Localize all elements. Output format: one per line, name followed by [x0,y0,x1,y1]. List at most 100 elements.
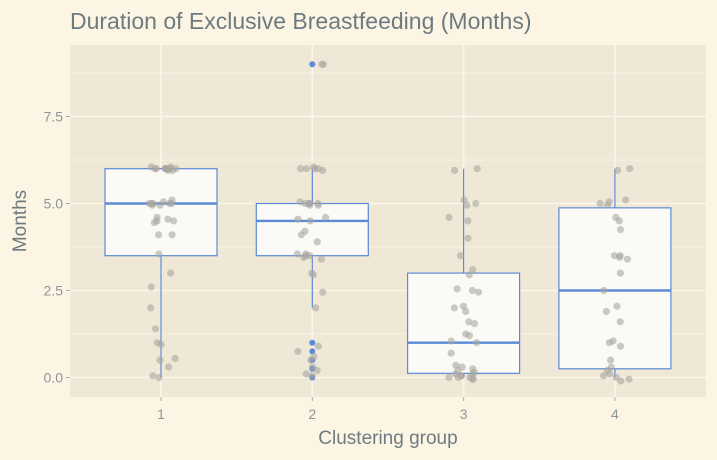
x-tick-label: 2 [308,406,316,422]
data-point [156,356,164,364]
outlier-point [309,348,316,355]
x-tick-label: 1 [157,406,165,422]
data-point [318,60,326,68]
data-point [167,199,175,208]
data-point [312,304,320,312]
data-point [614,166,622,174]
data-point [616,318,624,326]
chart-title: Duration of Exclusive Breastfeeding (Mon… [70,8,532,34]
box-iqr [104,168,218,257]
data-point [468,375,476,383]
data-point [165,363,173,371]
data-point [147,283,155,291]
data-point [307,356,315,364]
data-point [306,201,314,209]
data-point [613,302,621,310]
data-point [306,217,314,225]
box-iqr [558,207,672,370]
x-axis-label: Clustering group [318,428,457,449]
data-point [322,213,330,221]
data-point [468,286,476,295]
data-point [599,372,608,380]
data-point [600,286,608,295]
data-point [445,373,453,382]
data-point [474,288,483,296]
data-point [616,269,625,277]
data-point [151,325,160,333]
data-point [616,226,625,234]
y-tick-label: 7.5 [44,109,64,125]
data-point [602,307,610,315]
data-point [473,165,481,173]
x-tick-label: 4 [611,406,619,422]
data-point [293,250,302,258]
data-point [596,199,604,208]
data-point [302,165,311,173]
outlier-point [309,61,316,68]
data-point [470,320,479,328]
data-point [465,332,473,340]
box-iqr [255,202,369,257]
data-point [463,201,471,209]
data-point [311,165,319,173]
data-point [465,318,473,326]
data-point [623,255,632,263]
data-point [616,342,625,350]
data-point [147,304,155,312]
data-point [153,213,161,221]
data-point [464,217,472,225]
data-point [155,250,163,258]
data-point [626,165,634,173]
y-axis-label: Months [10,190,31,252]
outlier-point [309,339,316,346]
data-point [145,199,153,208]
axis-ticks: 0.0 2.5 5.0 7.5 1 2 3 4 [44,109,619,423]
data-point [472,199,480,208]
data-point [473,339,481,347]
data-point [155,231,163,239]
y-tick-label: 0.0 [44,370,64,386]
data-point [606,370,614,378]
data-point [152,165,160,173]
data-point [168,231,176,239]
y-tick-label: 2.5 [44,283,64,299]
data-point [617,377,625,385]
jitter-points [145,60,634,385]
data-point [462,307,470,315]
data-point [294,215,302,223]
data-point [451,166,459,174]
data-point [319,288,327,296]
data-point [317,255,325,263]
data-point [157,340,165,348]
y-tick-label: 5.0 [44,196,64,212]
boxplot-group-2 [255,61,369,381]
data-point [616,253,624,261]
data-point [294,347,302,355]
data-point [464,234,472,242]
data-point [450,304,458,312]
data-point [171,354,179,362]
data-point [622,196,630,204]
data-point [166,165,174,173]
data-point [297,231,305,239]
data-point [156,201,164,209]
data-point [167,269,175,277]
data-point [300,253,308,261]
data-point [454,373,462,382]
data-point [297,165,305,173]
boxplots [104,61,672,381]
data-point [445,213,453,221]
data-point [170,217,178,225]
data-point [465,271,473,279]
data-point [447,337,455,345]
data-point [603,201,612,209]
data-point [309,271,317,279]
data-point [453,285,461,293]
data-point [313,366,321,375]
data-point [314,342,322,350]
data-point [447,349,455,357]
x-tick-label: 3 [460,406,468,422]
box-iqr [407,272,521,374]
data-point [457,252,465,260]
